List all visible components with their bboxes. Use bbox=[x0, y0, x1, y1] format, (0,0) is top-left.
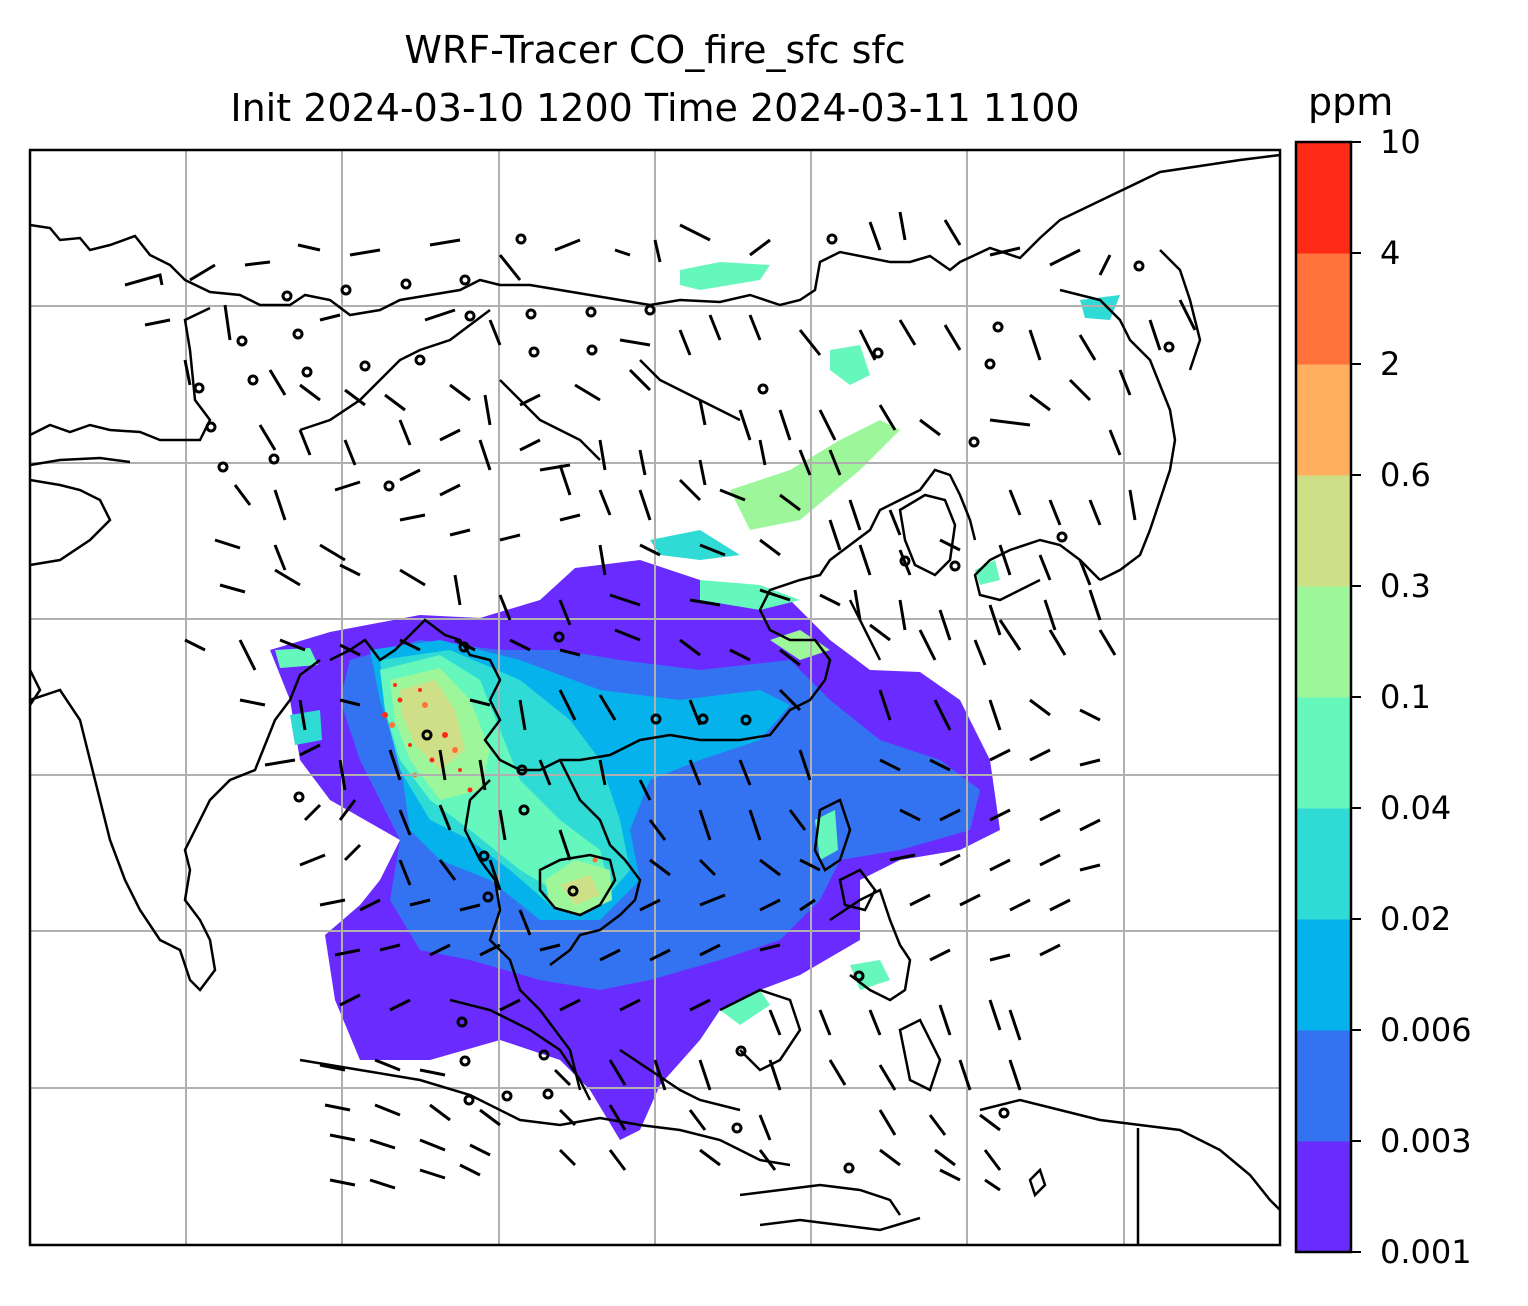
colorbar-tick-label: 0.02 bbox=[1380, 900, 1452, 938]
colorbar-tick-label: 0.6 bbox=[1380, 456, 1431, 494]
plume-north-streak-1 bbox=[730, 420, 900, 530]
colorbar-tick-label: 0.001 bbox=[1380, 1233, 1472, 1271]
colorbar-segment bbox=[1296, 919, 1351, 1031]
map-title-line1: WRF-Tracer CO_fire_sfc sfc bbox=[404, 28, 906, 72]
plume-north-streak-3 bbox=[830, 345, 870, 385]
colorbar-segment bbox=[1296, 808, 1351, 920]
colorbar-tick-label: 0.04 bbox=[1380, 789, 1452, 827]
calm-wind-circles bbox=[193, 233, 1175, 1174]
colorbar bbox=[1296, 141, 1361, 1253]
colorbar-tick-label: 10 bbox=[1380, 123, 1421, 161]
map-frame bbox=[28, 148, 1282, 1247]
fire-hotspots bbox=[382, 683, 473, 793]
colorbar-tick-label: 0.003 bbox=[1380, 1122, 1472, 1160]
plume-level-7 bbox=[400, 680, 465, 770]
plume-north-streak-2 bbox=[680, 262, 770, 290]
colorbar-unit-label: ppm bbox=[1308, 80, 1394, 124]
colorbar-segment bbox=[1296, 142, 1351, 254]
plume-korea bbox=[1080, 295, 1120, 320]
wind-barbs bbox=[124, 211, 1197, 1192]
colorbar-tick-label: 2 bbox=[1380, 345, 1401, 383]
colorbar-tick-label: 4 bbox=[1380, 234, 1401, 272]
plume-cambodia-inner bbox=[560, 875, 600, 905]
colorbar-tick-label: 0.006 bbox=[1380, 1011, 1472, 1049]
colorbar-frame bbox=[1294, 140, 1353, 1254]
colorbar-segment bbox=[1296, 475, 1351, 587]
colorbar-segment bbox=[1296, 1141, 1351, 1253]
colorbar-tick-label: 0.1 bbox=[1380, 678, 1431, 716]
colorbar-segment bbox=[1296, 697, 1351, 809]
plume-philippines bbox=[815, 810, 838, 860]
coastlines bbox=[30, 153, 1280, 1245]
colorbar-segment bbox=[1296, 1030, 1351, 1142]
colorbar-segment bbox=[1296, 253, 1351, 365]
plume-japan bbox=[975, 560, 1000, 585]
plume-indonesia bbox=[720, 990, 770, 1025]
map-title-line2: Init 2024-03-10 1200 Time 2024-03-11 110… bbox=[230, 86, 1080, 130]
plume-west-bengal bbox=[275, 648, 318, 668]
plume-north-streak-5 bbox=[700, 580, 800, 610]
colorbar-tick-label: 0.3 bbox=[1380, 567, 1431, 605]
colorbar-segment bbox=[1296, 586, 1351, 698]
colorbar-segment bbox=[1296, 364, 1351, 476]
